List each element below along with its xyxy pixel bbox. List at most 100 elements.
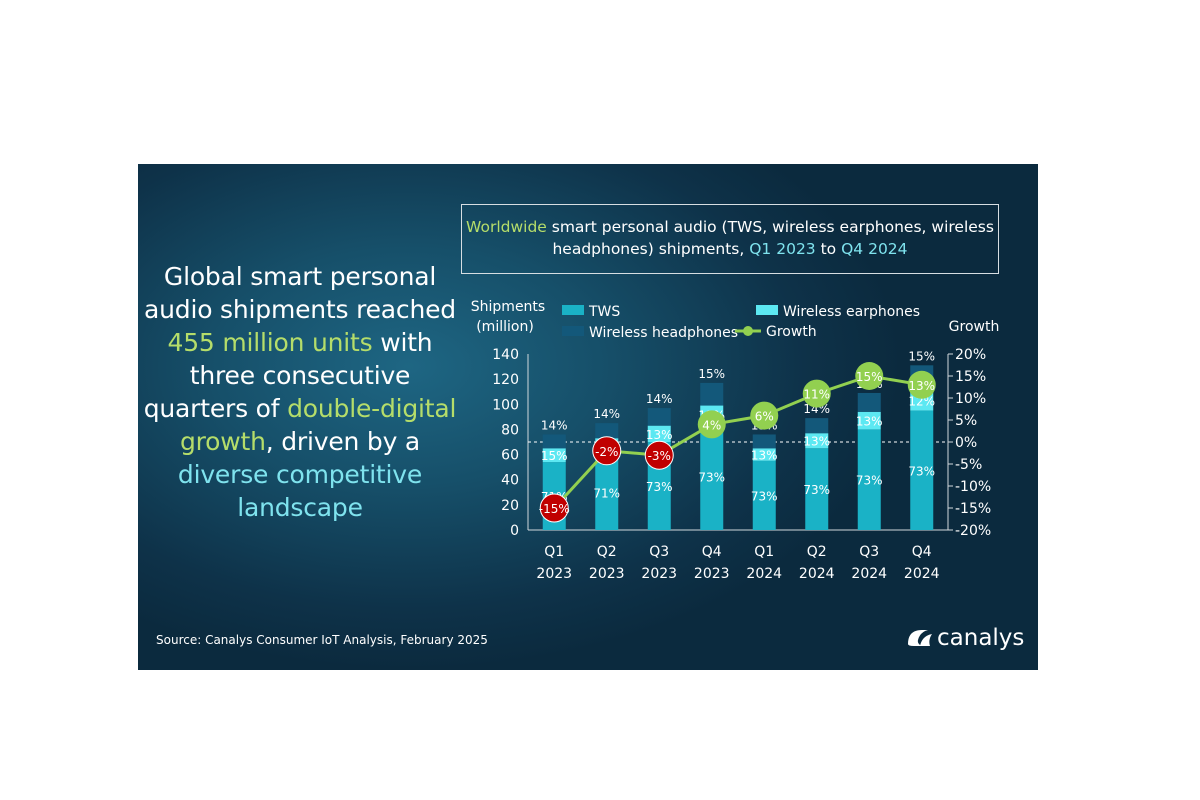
legend-label: Growth	[766, 324, 817, 340]
headline-highlight-landscape: diverse competitive landscape	[177, 460, 423, 522]
legend-swatch	[562, 305, 584, 315]
growth-label: 4%	[702, 418, 721, 432]
x-tick-label: Q4	[912, 544, 932, 560]
headline-text-1: Global smart personal audio shipments re…	[144, 262, 456, 324]
x-tick-label: 2024	[904, 566, 940, 582]
growth-label: -15%	[539, 502, 570, 516]
bar-label: 15%	[541, 449, 568, 463]
x-tick-label: 2024	[851, 566, 887, 582]
growth-marker	[750, 401, 779, 430]
bar-segment	[805, 418, 829, 434]
canalys-logo-icon: canalys	[908, 625, 1024, 651]
growth-marker	[539, 493, 569, 523]
x-tick-label: 2023	[694, 566, 730, 582]
legend-label: TWS	[588, 304, 620, 320]
bar-label: 73%	[646, 480, 673, 494]
bar-segment	[752, 460, 776, 530]
headline: Global smart personal audio shipments re…	[142, 260, 458, 524]
legend-swatch	[756, 305, 778, 315]
growth-label: 6%	[755, 410, 774, 424]
bar-label: 15%	[908, 349, 935, 363]
headline-text-3: , driven by a	[265, 427, 421, 456]
legend-label: Wireless headphones	[589, 325, 738, 341]
y2-tick-label: 0%	[955, 435, 977, 451]
growth-marker	[697, 410, 726, 439]
legend-label: Wireless earphones	[783, 304, 920, 320]
shipments-chart: 0 20 40 60 80 100 120 140 -20% -15% -10% -5% 0% 5% 10%…	[471, 299, 1000, 582]
y2-tick-label: -10%	[955, 479, 991, 495]
bar-segment	[752, 434, 776, 449]
x-tick-label: Q1	[754, 544, 774, 560]
y-tick-label: 0	[510, 523, 519, 539]
headline-highlight-units: 455 million units	[167, 328, 373, 357]
y-tick-label: 80	[501, 422, 519, 438]
growth-marker	[907, 370, 936, 399]
y-tick-label: 140	[492, 347, 519, 363]
growth-marker	[592, 436, 622, 466]
bar-segment	[805, 433, 829, 449]
x-tick-label: Q2	[597, 544, 617, 560]
y-tick-label: 120	[492, 372, 519, 388]
y2-tick-label: 20%	[955, 347, 986, 363]
y-tick-label: 20	[501, 498, 519, 514]
y2-tick-label: -20%	[955, 523, 991, 539]
x-tick-label: 2024	[799, 566, 835, 582]
x-tick-label: 2024	[746, 566, 782, 582]
growth-marker	[802, 379, 831, 408]
growth-label: 11%	[803, 388, 830, 402]
bar-segment	[542, 434, 566, 449]
growth-marker	[644, 440, 674, 470]
bar-label: 13%	[751, 449, 778, 463]
title-end-period: Q4 2024	[841, 240, 908, 258]
y2-tick-label: -5%	[955, 457, 982, 473]
bar-label: 12%	[908, 395, 935, 409]
y2-tick-label: 10%	[955, 391, 986, 407]
bar-label: 14%	[593, 407, 620, 421]
bar-label: 14%	[646, 392, 673, 406]
y-axis-title-line2: (million)	[476, 319, 534, 335]
bar-label: 73%	[856, 474, 883, 488]
logo-text: canalys	[937, 625, 1024, 651]
y2-tick-label: 15%	[955, 369, 986, 385]
growth-label: 15%	[856, 370, 883, 384]
bar-label: 14%	[541, 418, 568, 432]
chart-title-box: Worldwide smart personal audio (TWS, wir…	[461, 204, 999, 274]
bar-segment	[857, 392, 881, 412]
y2-axis-title: Growth	[949, 319, 1000, 335]
bar-label: 15%	[698, 367, 725, 381]
bar-segment	[595, 454, 619, 530]
legend-swatch	[562, 326, 584, 336]
growth-label: -2%	[595, 445, 618, 459]
growth-marker	[855, 362, 884, 390]
bar-segment	[910, 410, 934, 530]
headline-highlight-growth: double-digital growth	[179, 394, 457, 456]
growth-label: -3%	[648, 449, 671, 463]
bar-segment	[647, 425, 671, 442]
title-text: smart personal audio (TWS, wireless earp…	[546, 218, 994, 258]
x-tick-label: 2023	[536, 566, 572, 582]
y-tick-label: 40	[501, 473, 519, 489]
legend-growth-marker	[743, 326, 753, 336]
infographic-panel: Global smart personal audio shipments re…	[138, 164, 1038, 670]
y2-tick-label: -15%	[955, 501, 991, 517]
canalys-logo: canalys	[904, 622, 1028, 652]
bar-segment	[595, 423, 619, 439]
headline-text-2: with three consecutive quarters of	[143, 328, 433, 423]
bar-label: 13%	[646, 428, 673, 442]
x-tick-label: Q3	[649, 544, 669, 560]
x-tick-label: Q1	[544, 544, 564, 560]
bar-label: 13%	[803, 435, 830, 449]
bar-label: 73%	[908, 464, 935, 478]
growth-label: 13%	[908, 379, 935, 393]
bar-label: 73%	[698, 471, 725, 485]
title-worldwide: Worldwide	[466, 218, 547, 236]
bar-label: 71%	[593, 486, 620, 500]
y2-tick-label: 5%	[955, 413, 977, 429]
bar-segment	[542, 448, 566, 463]
x-tick-label: 2023	[641, 566, 677, 582]
x-tick-label: 2023	[589, 566, 625, 582]
bar-segment	[857, 411, 881, 430]
y-tick-label: 100	[492, 397, 519, 413]
y-axis-title-line1: Shipments	[471, 299, 545, 315]
bar-segment	[805, 448, 829, 530]
